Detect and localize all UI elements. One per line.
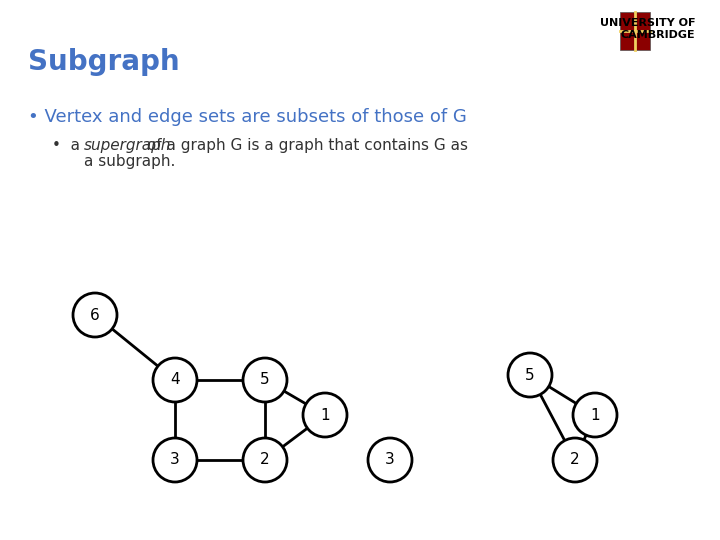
- Text: supergraph: supergraph: [84, 138, 171, 153]
- Text: 5: 5: [260, 373, 270, 388]
- Circle shape: [303, 393, 347, 437]
- Text: 2: 2: [570, 453, 580, 468]
- Circle shape: [508, 353, 552, 397]
- Circle shape: [553, 438, 597, 482]
- Circle shape: [153, 438, 197, 482]
- FancyBboxPatch shape: [620, 12, 650, 50]
- Text: 6: 6: [90, 307, 100, 322]
- Circle shape: [573, 393, 617, 437]
- Text: •  a: • a: [52, 138, 85, 153]
- Circle shape: [73, 293, 117, 337]
- Circle shape: [243, 438, 287, 482]
- Text: a subgraph.: a subgraph.: [84, 154, 176, 169]
- Text: • Vertex and edge sets are subsets of those of G: • Vertex and edge sets are subsets of th…: [28, 108, 467, 126]
- Text: 3: 3: [170, 453, 180, 468]
- Circle shape: [243, 358, 287, 402]
- Text: of a graph G is a graph that contains G as: of a graph G is a graph that contains G …: [142, 138, 468, 153]
- Text: 1: 1: [320, 408, 330, 422]
- Text: 5: 5: [525, 368, 535, 382]
- Text: Subgraph: Subgraph: [28, 48, 179, 76]
- Text: UNIVERSITY OF: UNIVERSITY OF: [600, 18, 695, 28]
- Text: 4: 4: [170, 373, 180, 388]
- Circle shape: [368, 438, 412, 482]
- Text: 1: 1: [590, 408, 600, 422]
- Text: CAMBRIDGE: CAMBRIDGE: [621, 30, 695, 40]
- Text: 2: 2: [260, 453, 270, 468]
- Circle shape: [153, 358, 197, 402]
- Text: 3: 3: [385, 453, 395, 468]
